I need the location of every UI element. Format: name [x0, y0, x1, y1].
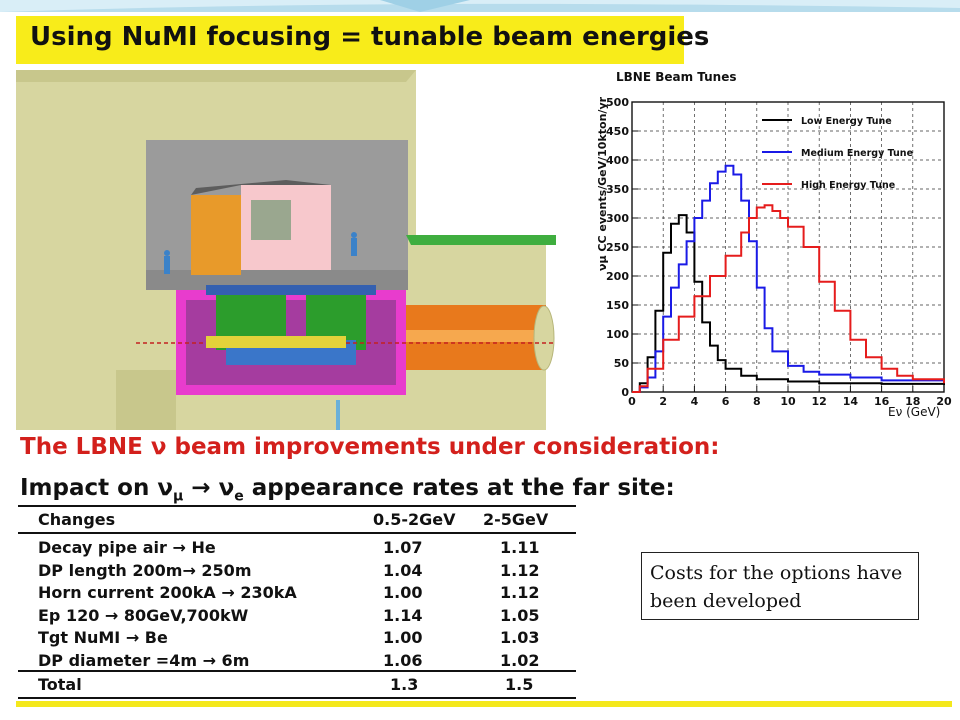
x-tick-label: 0	[628, 395, 636, 408]
table-cell-low: 1.00	[383, 583, 423, 602]
x-tick-label: 18	[905, 395, 920, 408]
table-cell-change: DP diameter =4m → 6m	[38, 650, 250, 670]
table-cell-change: Tgt NuMI → Be	[38, 628, 168, 647]
y-tick-label: 300	[606, 212, 629, 225]
heading-impact-appearance: Impact on νμ → νe appearance rates at th…	[20, 475, 675, 505]
y-tick-label: 400	[606, 154, 629, 167]
series-line-3	[632, 204, 945, 393]
table-header-rule	[18, 532, 576, 534]
beam-tunes-chart: LBNE Beam Tunes 0 2 4 6 8 10 12 14 16 18 200501001…	[596, 70, 952, 419]
x-tick-label: 12	[812, 395, 827, 408]
table-cell-change: Horn current 200kA → 230kA	[38, 583, 297, 602]
legend-label: Low Energy Tune	[801, 116, 892, 127]
heading-impact-part2: appearance rates at the far site:	[243, 475, 675, 501]
table-cell-low: 1.06	[383, 650, 423, 670]
table-cell-low: 1.07	[383, 538, 423, 557]
table-bottom-rule	[18, 697, 576, 699]
table-cell-low: 1.14	[383, 605, 423, 625]
plot-series	[632, 164, 945, 393]
heading-e-subscript: e	[234, 488, 244, 505]
x-tick-label: 14	[843, 395, 859, 408]
table-cell-low: 1.00	[383, 628, 423, 647]
table-cell-change: Decay pipe air → He	[38, 538, 216, 557]
detector-cavern-illustration	[16, 70, 556, 430]
impact-table: Changes 0.5-2GeV 2-5GeV Decay pipe air →…	[18, 505, 576, 700]
x-tick-label: 6	[722, 395, 730, 408]
plot-grid	[631, 101, 945, 393]
chart-xlabel: Eν (GeV)	[888, 405, 940, 419]
table-cell-high: 1.12	[500, 560, 540, 580]
table-header-high: 2-5GeV	[483, 510, 549, 529]
bottom-decorative-band	[16, 701, 952, 707]
table-total-rule	[18, 670, 576, 672]
heading-mu-subscript: μ	[173, 488, 184, 505]
y-tick-label: 500	[606, 96, 629, 109]
table-cell-high: 1.11	[500, 538, 540, 557]
y-tick-label: 200	[606, 270, 629, 283]
table-top-rule	[18, 505, 576, 507]
plot-legend: Low Energy Tune Medium Energy Tune High En…	[762, 116, 913, 191]
series-line-2	[632, 164, 945, 393]
y-tick-label: 50	[614, 357, 630, 370]
heading-arrow: → ν	[183, 475, 235, 501]
y-tick-label: 250	[606, 241, 629, 254]
heading-beam-improvements: The LBNE ν beam improvements under consi…	[20, 434, 720, 460]
y-tick-label: 450	[606, 125, 629, 138]
chart-ylabel: νμ CC events/GeV/10kton/yr	[596, 96, 609, 271]
table-total-high: 1.5	[505, 675, 534, 694]
y-tick-label: 0	[621, 386, 629, 399]
slide-title: Using NuMI focusing = tunable beam energ…	[30, 22, 710, 52]
legend-label: Medium Energy Tune	[801, 148, 913, 159]
x-tick-label: 10	[780, 395, 796, 408]
table-cell-low: 1.04	[383, 560, 423, 580]
table-total-label: Total	[38, 675, 82, 694]
title-box: Using NuMI focusing = tunable beam energ…	[16, 16, 709, 64]
y-tick-label: 150	[606, 299, 629, 312]
top-decorative-band	[0, 0, 960, 12]
table-total-low: 1.3	[390, 675, 419, 694]
costs-note-box: Costs for the options have been develope…	[641, 552, 919, 620]
series-line-1	[632, 214, 945, 393]
x-tick-label: 20	[936, 395, 952, 408]
table-header-changes: Changes	[38, 510, 116, 529]
table-cell-high: 1.05	[500, 605, 540, 625]
table-cell-change: DP length 200m→ 250m	[38, 560, 252, 580]
y-tick-label: 350	[606, 183, 629, 196]
plot-axes: 0 2 4 6 8 10 12 14 16 18 2005010015020025030035040…	[606, 96, 952, 408]
x-tick-label: 16	[874, 395, 890, 408]
chart-title: LBNE Beam Tunes	[616, 70, 737, 84]
heading-impact-part1: Impact on ν	[20, 475, 173, 501]
legend-label: High Energy Tune	[801, 180, 895, 191]
x-tick-label: 2	[659, 395, 667, 408]
table-header-low: 0.5-2GeV	[373, 510, 456, 529]
x-tick-label: 4	[691, 395, 699, 408]
table-cell-high: 1.02	[500, 650, 540, 670]
table-cell-high: 1.12	[500, 583, 540, 602]
table-cell-change: Ep 120 → 80GeV,700kW	[38, 605, 249, 625]
y-tick-label: 100	[606, 328, 629, 341]
x-tick-label: 8	[753, 395, 761, 408]
table-cell-high: 1.03	[500, 628, 540, 647]
